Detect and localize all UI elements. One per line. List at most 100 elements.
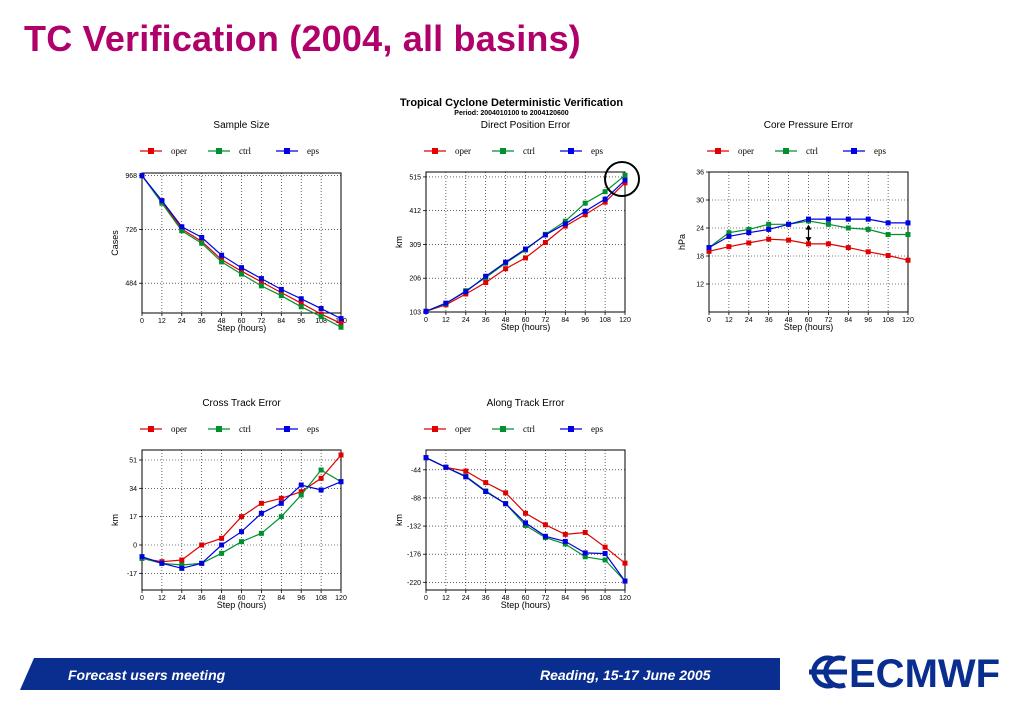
x-tick-label: 0 — [140, 595, 144, 602]
legend-label-eps: eps — [591, 424, 603, 434]
chart-direct-position-error: Direct Position Error oper ctrl eps 0 12 24 36 4… — [394, 120, 640, 332]
data-point-eps — [483, 489, 489, 495]
data-point-eps — [139, 173, 145, 179]
y-tick-label: 12 — [696, 282, 704, 289]
y-tick-label: 36 — [696, 170, 704, 177]
data-point-ctrl — [562, 541, 568, 547]
x-tick-label: 72 — [542, 317, 550, 324]
ecmwf-logo: ECMWF — [809, 652, 1000, 693]
x-tick-label: 12 — [442, 595, 450, 602]
chart-sample-size: Sample Size oper ctrl eps 0 12 24 36 48 60 72 84 96 1… — [110, 120, 347, 333]
data-point-eps — [219, 252, 225, 258]
x-tick-label: 72 — [258, 595, 266, 602]
legend-marker-ctrl — [783, 148, 789, 154]
legend-label-eps: eps — [307, 146, 319, 156]
data-point-eps — [562, 538, 568, 544]
legend-label-ctrl: ctrl — [239, 146, 251, 156]
legend-marker-ctrl — [216, 148, 222, 154]
x-tick-label: 12 — [158, 318, 166, 325]
x-tick-label: 72 — [825, 317, 833, 324]
y-tick-label: 24 — [696, 226, 704, 233]
data-point-eps — [463, 474, 469, 480]
data-point-eps — [179, 565, 185, 571]
data-point-eps — [199, 234, 205, 240]
y-axis-label: km — [110, 514, 120, 526]
data-point-eps — [338, 316, 344, 322]
x-tick-label: 120 — [902, 317, 914, 324]
x-tick-label: 24 — [178, 595, 186, 602]
data-point-oper — [622, 180, 628, 186]
logo-wordmark: ECMWF — [849, 652, 1000, 693]
data-point-ctrl — [199, 240, 205, 246]
x-tick-label: 84 — [277, 595, 285, 602]
x-tick-label: 60 — [522, 317, 530, 324]
data-point-eps — [239, 529, 244, 535]
data-point-eps — [483, 273, 489, 279]
data-point-ctrl — [562, 218, 568, 224]
data-point-eps — [503, 501, 509, 507]
data-point-eps — [602, 196, 608, 202]
data-point-eps — [423, 455, 429, 461]
y-tick-label: -220 — [407, 580, 421, 587]
y-tick-label: 103 — [409, 310, 421, 317]
data-point-eps — [199, 560, 205, 566]
legend-label-ctrl: ctrl — [239, 424, 251, 434]
data-point-oper — [562, 531, 568, 537]
data-point-eps — [258, 276, 264, 282]
data-point-eps — [542, 232, 548, 238]
data-point-oper — [845, 245, 851, 251]
data-point-eps — [746, 230, 752, 236]
data-point-oper — [239, 268, 244, 274]
x-tick-label: 108 — [599, 595, 611, 602]
legend-marker-oper — [432, 148, 438, 154]
data-point-ctrl — [766, 221, 772, 227]
x-tick-label: 0 — [424, 595, 428, 602]
x-tick-label: 48 — [218, 595, 226, 602]
x-tick-label: 24 — [462, 317, 470, 324]
data-point-ctrl — [582, 200, 588, 206]
data-point-eps — [443, 300, 449, 306]
data-point-oper — [746, 240, 752, 246]
data-point-oper — [542, 522, 548, 528]
x-axis-label: Step (hours) — [217, 600, 267, 610]
data-point-ctrl — [602, 189, 608, 195]
x-tick-label: 60 — [805, 317, 813, 324]
data-point-eps — [523, 520, 528, 526]
data-point-oper — [825, 241, 831, 247]
data-point-eps — [523, 246, 528, 252]
y-axis-label: hPa — [677, 234, 687, 250]
x-tick-label: 12 — [725, 317, 733, 324]
data-point-oper — [582, 212, 588, 218]
data-point-eps — [582, 550, 588, 556]
highlight-circle — [604, 161, 640, 197]
y-axis-label: Cases — [110, 230, 120, 256]
x-tick-label: 72 — [258, 318, 266, 325]
data-point-eps — [825, 216, 831, 222]
chart-title: Along Track Error — [487, 398, 565, 409]
legend-label-oper: oper — [171, 424, 187, 434]
data-point-eps — [318, 306, 324, 312]
legend-marker-oper — [432, 426, 438, 432]
data-point-oper — [199, 542, 205, 548]
legend-marker-eps — [568, 426, 574, 432]
x-tick-label: 120 — [619, 317, 631, 324]
data-point-ctrl — [582, 554, 588, 560]
y-tick-label: 206 — [409, 276, 421, 283]
data-point-ctrl — [905, 232, 911, 238]
x-tick-label: 60 — [238, 595, 246, 602]
legend-label-oper: oper — [171, 146, 187, 156]
data-point-ctrl — [865, 226, 871, 232]
data-point-eps — [179, 224, 185, 230]
chart-title: Cross Track Error — [202, 398, 281, 409]
data-point-oper — [483, 480, 489, 486]
data-point-ctrl — [179, 562, 185, 568]
data-point-eps — [845, 216, 851, 222]
data-point-oper — [483, 279, 489, 285]
y-tick-label: 0 — [133, 543, 137, 550]
x-tick-label: 48 — [218, 318, 226, 325]
data-point-eps — [159, 198, 165, 204]
x-tick-label: 24 — [178, 318, 186, 325]
data-point-ctrl — [845, 225, 851, 231]
data-point-eps — [865, 216, 871, 222]
